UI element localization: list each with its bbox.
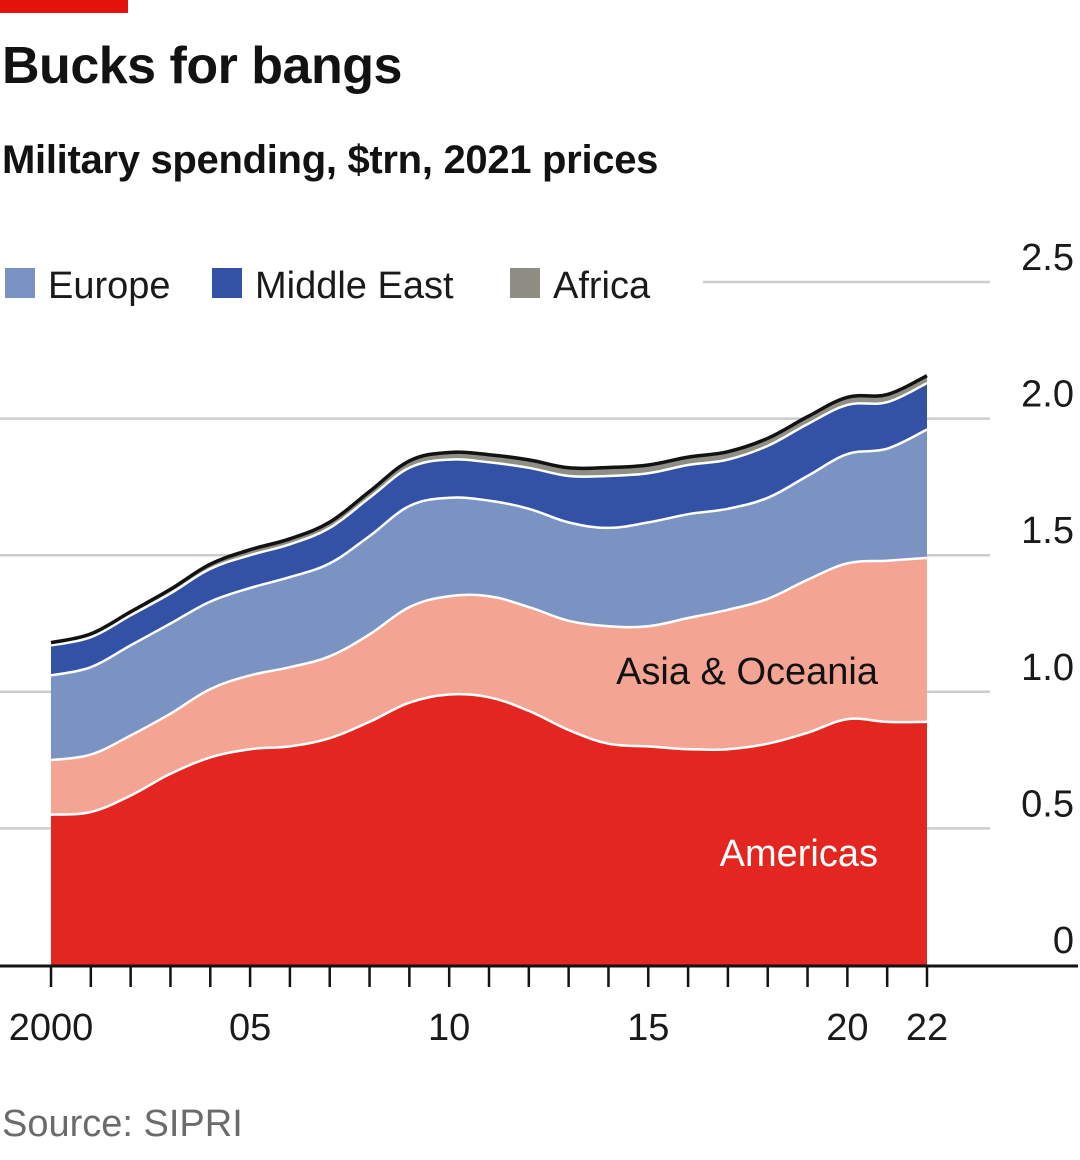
- y-tick-label: 2.5: [1021, 237, 1074, 279]
- series-boundary-americas: [50, 692, 928, 816]
- legend-label: Africa: [553, 265, 651, 307]
- y-tick-label: 2.0: [1021, 374, 1074, 416]
- x-tick-label: 15: [627, 1007, 669, 1049]
- stacked-area-chart: 2000 05 10 15 20 22 0 0.5 1.0 1.5 2.0 2.5 Europe Mi…: [0, 237, 1078, 1049]
- x-tick-label: 20: [826, 1007, 868, 1049]
- y-tick-label: 1.0: [1021, 647, 1074, 689]
- y-tick-label: 0.5: [1021, 783, 1074, 825]
- x-axis: 2000 05 10 15 20 22: [0, 964, 1078, 1049]
- legend-swatch: [5, 268, 35, 298]
- area-africa: [51, 375, 927, 646]
- legend-item-africa: Africa: [510, 265, 651, 307]
- legend-swatch: [510, 268, 540, 298]
- chart-title: Bucks for bangs: [2, 37, 402, 95]
- x-tick-label: 22: [906, 1007, 948, 1049]
- legend-item-middle-east: Middle East: [212, 265, 454, 307]
- x-tick-label: 05: [229, 1007, 271, 1049]
- total-line: [50, 374, 928, 645]
- source-note: Source: SIPRI: [2, 1103, 243, 1145]
- y-tick-label: 1.5: [1021, 510, 1074, 552]
- area-series: [50, 374, 928, 965]
- legend-label: Europe: [48, 265, 171, 307]
- y-axis-labels: 0 0.5 1.0 1.5 2.0 2.5: [1021, 237, 1074, 962]
- area-asia-oceania: [51, 557, 927, 815]
- label-asia-oceania: Asia & Oceania: [616, 651, 879, 693]
- area-americas: [51, 694, 927, 965]
- legend-item-europe: Europe: [5, 265, 171, 307]
- series-boundary-europe: [50, 428, 928, 677]
- x-tick-label: 2000: [9, 1007, 94, 1049]
- accent-bar: [0, 0, 128, 13]
- x-tick-label: 10: [428, 1007, 470, 1049]
- area-labels: Asia & Oceania Americas: [616, 651, 879, 875]
- legend-swatch: [212, 268, 242, 298]
- area-middle-east: [51, 383, 927, 676]
- chart-subtitle: Military spending, $trn, 2021 prices: [2, 138, 659, 182]
- legend-label: Middle East: [255, 265, 454, 307]
- series-boundary-asia-oceania: [50, 556, 928, 762]
- series-boundary-middle-east: [50, 381, 928, 647]
- y-tick-label: 0: [1053, 920, 1074, 962]
- legend: Europe Middle East Africa: [5, 265, 651, 307]
- label-americas: Americas: [720, 833, 878, 875]
